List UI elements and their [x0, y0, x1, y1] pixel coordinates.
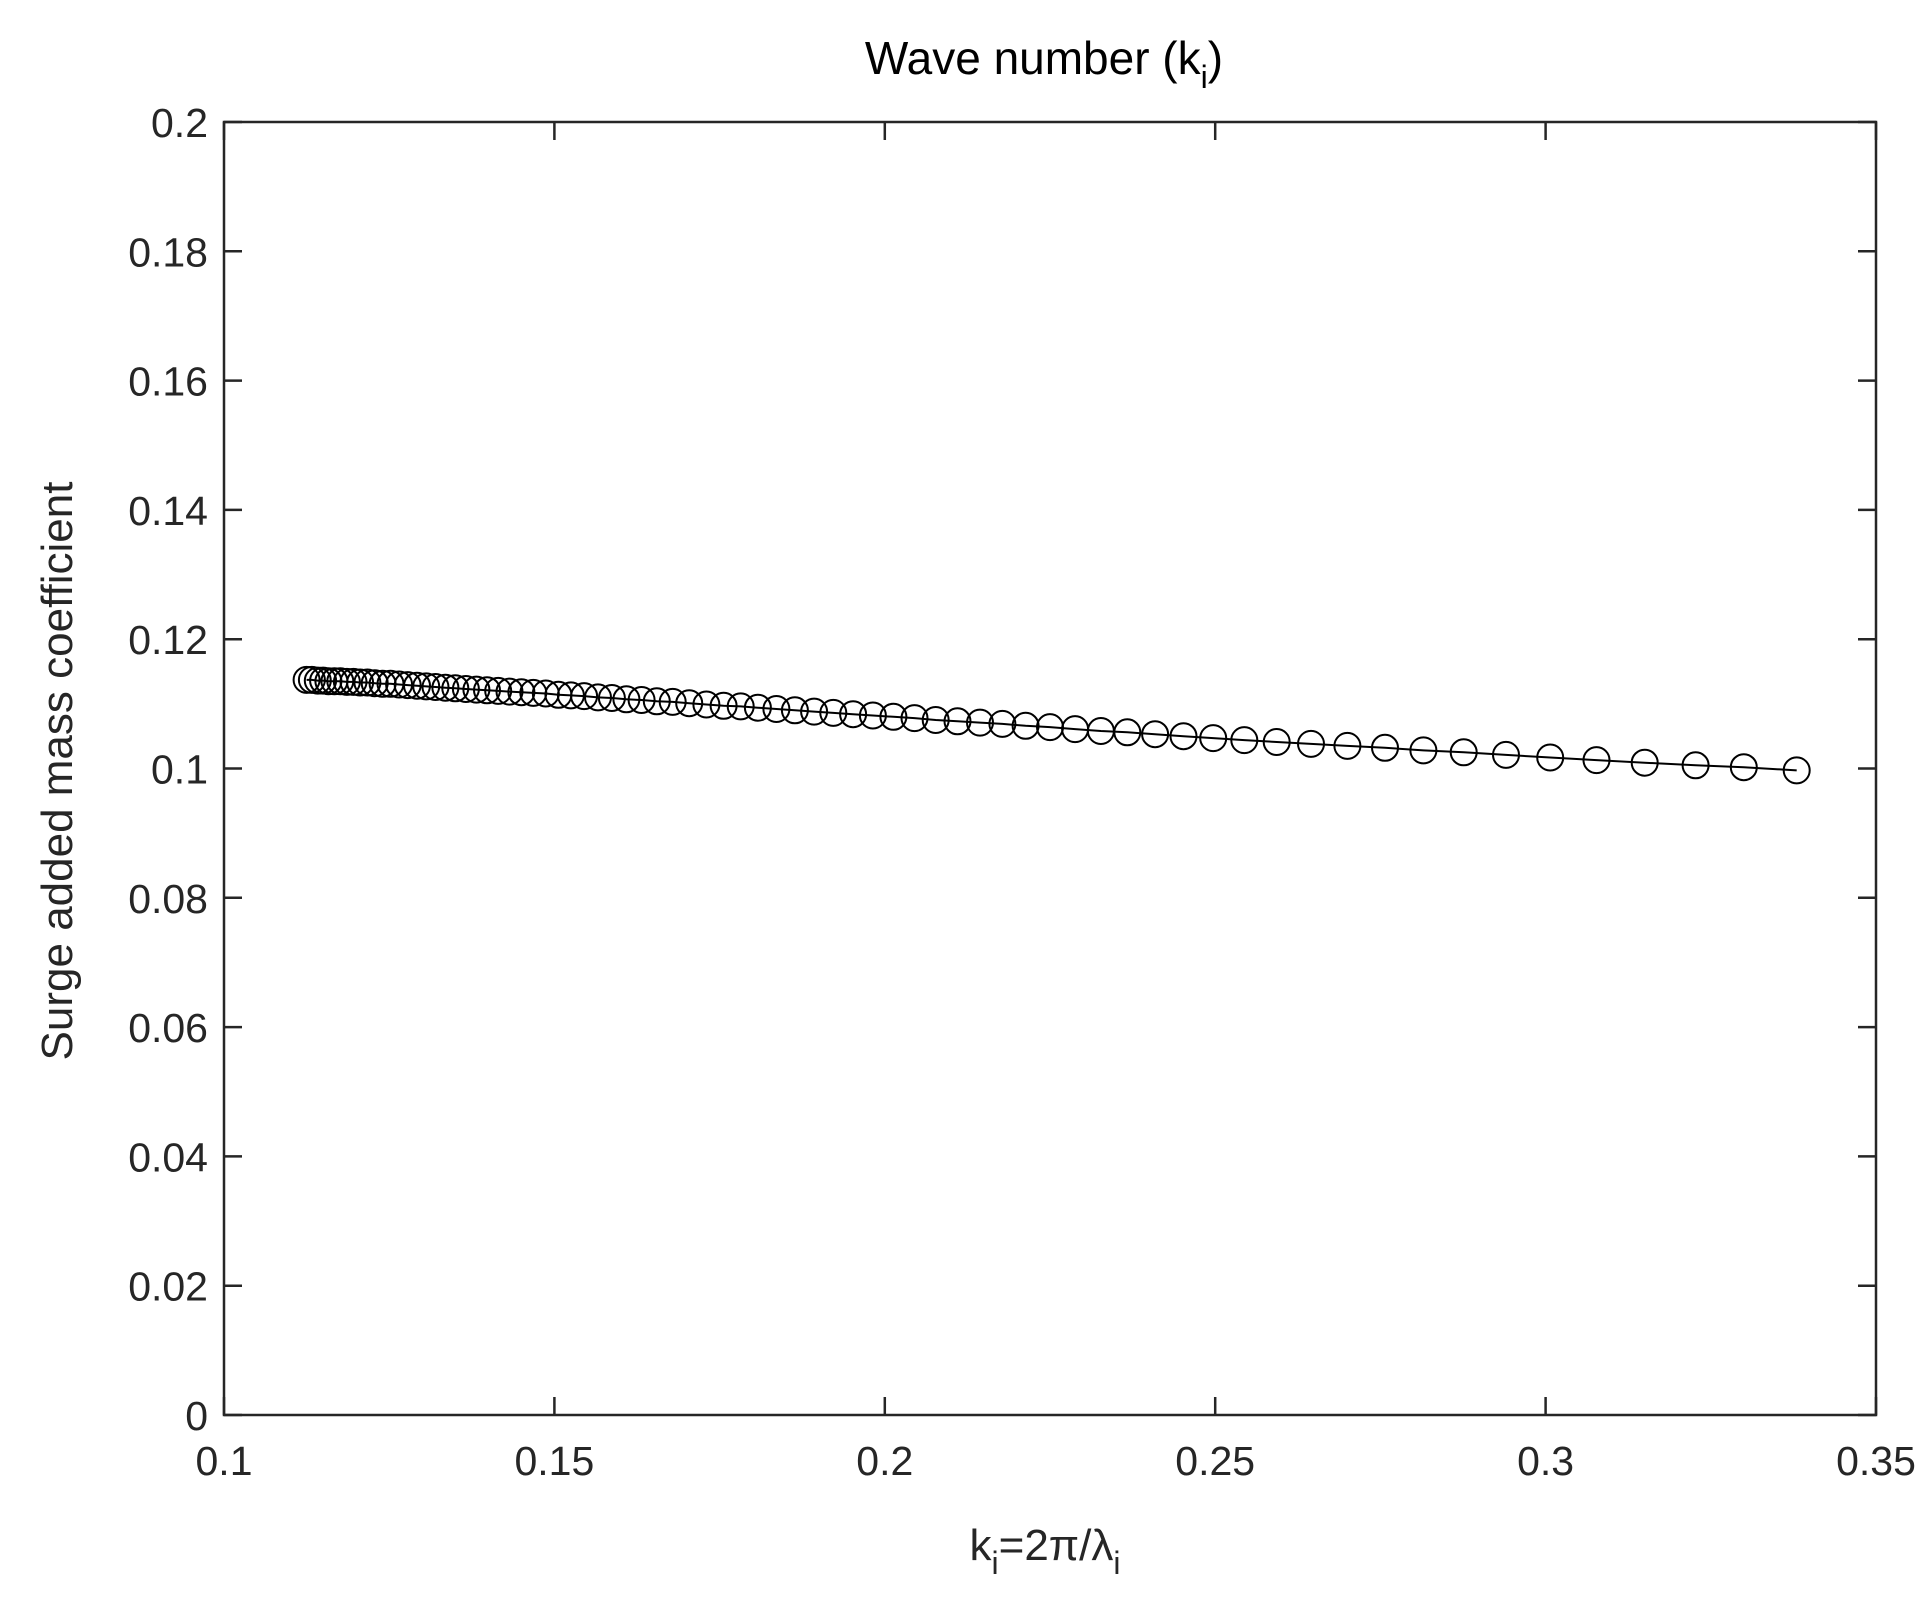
data-point — [612, 685, 641, 714]
data-point — [1449, 738, 1478, 767]
series-markers — [292, 665, 1811, 785]
x-axis-label-subscript: i — [1113, 1545, 1120, 1581]
y-tick-labels: 0 0.02 0.04 0.06 0.08 0.1 0.12 0.14 0.16 0.18 0.2 — [128, 100, 208, 1439]
data-point — [988, 709, 1017, 738]
data-point — [675, 689, 704, 718]
data-point — [1536, 743, 1565, 772]
data-point — [800, 697, 829, 726]
data-point — [1169, 722, 1198, 751]
x-axis-label-part: =2π/λ — [999, 1521, 1114, 1570]
data-point — [441, 674, 470, 703]
data-point — [1113, 718, 1142, 747]
chart-title: Wave number (ki) — [865, 32, 1223, 95]
data-point — [507, 678, 536, 707]
y-tick-label: 0 — [185, 1393, 208, 1439]
data-point — [353, 668, 382, 697]
y-tick-label: 0.12 — [128, 617, 208, 663]
data-point — [597, 684, 626, 712]
data-point — [1492, 740, 1520, 769]
data-point — [839, 700, 868, 729]
data-point — [484, 676, 513, 705]
chart-title-subscript: i — [1201, 59, 1208, 95]
data-point — [393, 671, 422, 700]
data-point — [584, 683, 612, 712]
chart-title-tail: ) — [1208, 32, 1223, 84]
data-point — [1141, 720, 1170, 749]
y-tick-label: 0.04 — [128, 1134, 208, 1180]
x-tick-label: 0.3 — [1517, 1438, 1574, 1484]
data-point — [495, 677, 524, 706]
data-point — [1199, 724, 1228, 753]
data-point — [1409, 736, 1438, 765]
y-tick-label: 0.06 — [128, 1005, 208, 1051]
data-point — [819, 698, 848, 727]
data-point — [431, 673, 460, 702]
data-point — [943, 707, 972, 736]
data-point — [462, 675, 491, 704]
x-axis-label: ki=2π/λi — [970, 1521, 1121, 1581]
data-point — [421, 673, 450, 701]
data-point — [900, 704, 929, 733]
y-tick-label: 0.18 — [128, 229, 208, 275]
data-point — [451, 675, 480, 703]
data-point — [339, 667, 368, 696]
data-point — [1782, 756, 1811, 785]
data-point — [292, 665, 321, 694]
y-tick-label: 0.1 — [151, 747, 208, 793]
y-axis-label: Surge added mass coefficient — [33, 482, 82, 1061]
data-point — [780, 696, 809, 725]
y-tick-label: 0.08 — [128, 876, 208, 922]
data-point — [1230, 726, 1259, 755]
data-point — [303, 666, 332, 695]
data-point — [921, 706, 950, 734]
x-tick-label: 0.2 — [856, 1438, 913, 1484]
data-point — [570, 682, 599, 711]
data-point — [1582, 746, 1611, 775]
y-tick-label: 0.16 — [128, 359, 208, 405]
y-tick-label: 0.2 — [151, 100, 208, 146]
data-point — [966, 708, 994, 737]
data-point — [1681, 751, 1710, 780]
data-point — [642, 687, 671, 716]
x-tick-label: 0.35 — [1836, 1438, 1916, 1484]
axis-ticks — [222, 120, 1878, 1417]
x-tick-label: 0.25 — [1175, 1438, 1255, 1484]
data-point — [627, 686, 656, 714]
data-point — [1333, 731, 1362, 760]
y-tick-label: 0.02 — [128, 1264, 208, 1310]
data-point — [473, 676, 501, 705]
data-point — [709, 691, 738, 720]
data-point — [1297, 729, 1325, 758]
x-tick-label: 0.15 — [514, 1438, 594, 1484]
data-point — [385, 670, 414, 699]
x-tick-labels: 0.1 0.15 0.2 0.25 0.3 0.35 — [196, 1438, 1916, 1484]
data-point — [346, 668, 375, 697]
data-point — [879, 702, 908, 731]
data-point — [1729, 753, 1758, 782]
x-tick-label: 0.1 — [196, 1438, 253, 1484]
data-point — [412, 672, 441, 701]
data-point — [403, 671, 431, 700]
data-point — [1262, 728, 1291, 756]
x-axis-label-subscript: i — [992, 1545, 999, 1581]
data-point — [556, 681, 585, 710]
data-point — [1371, 733, 1399, 762]
x-axis-label-part: k — [970, 1521, 993, 1570]
data-point — [1630, 748, 1659, 777]
data-point — [858, 701, 887, 730]
data-point — [692, 690, 721, 719]
data-point — [726, 692, 755, 721]
data-point — [762, 695, 791, 723]
data-point — [743, 693, 772, 722]
y-tick-label: 0.14 — [128, 488, 208, 534]
data-point — [360, 669, 389, 698]
data-point — [332, 667, 361, 696]
data-point — [1011, 711, 1040, 740]
data-point — [658, 687, 687, 716]
